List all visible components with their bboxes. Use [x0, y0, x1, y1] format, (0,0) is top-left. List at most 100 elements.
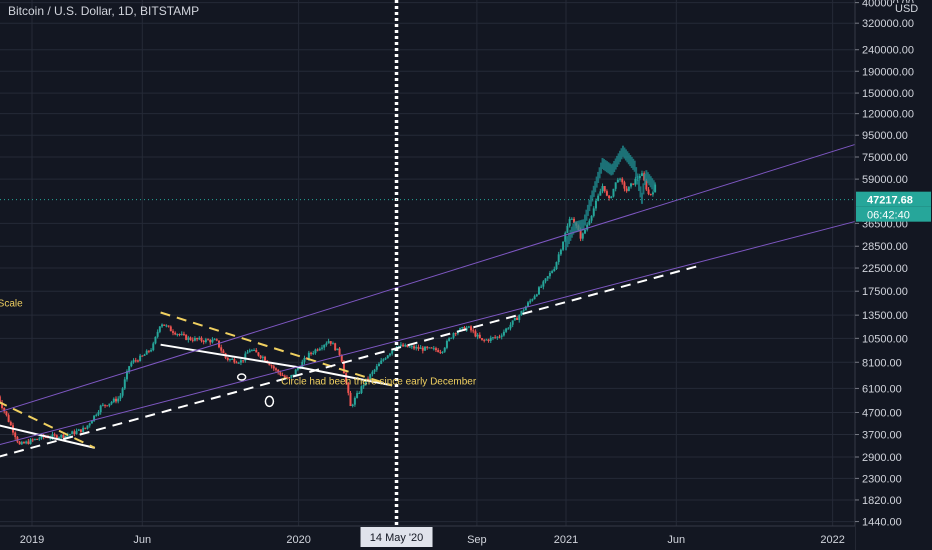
candle-body [283, 375, 286, 378]
projection-candle [619, 150, 622, 162]
projection-candle [604, 160, 607, 172]
candle-body [548, 272, 551, 277]
candle-body [246, 352, 249, 354]
candle-body [448, 338, 451, 341]
projection-candle [578, 220, 581, 232]
candle-body [424, 346, 427, 351]
candle-body [82, 427, 85, 433]
candle-body [211, 339, 214, 343]
trendline-white-solid [160, 343, 393, 387]
currency-label[interactable]: USD [893, 3, 921, 15]
candle-body [147, 350, 150, 352]
candle-body [161, 324, 164, 327]
candle-body [489, 337, 492, 341]
price-tick-label: 10500.00 [862, 333, 908, 345]
projection-candle [635, 167, 638, 179]
price-tick-label: 400000.00 [862, 0, 914, 10]
candle-body [277, 369, 280, 373]
projection-candle [601, 157, 604, 170]
candle-body [165, 325, 168, 327]
candle-body [5, 411, 8, 416]
candle-body [498, 336, 501, 338]
candle-body [64, 435, 67, 439]
projection-candle [638, 179, 641, 192]
candle-body [237, 362, 240, 364]
candle-body [112, 398, 115, 402]
countdown-tag [856, 206, 931, 222]
price-tick-label: 320000.00 [862, 18, 914, 30]
candle-body [327, 341, 330, 344]
candle-body [115, 398, 118, 402]
candle-body [529, 300, 532, 303]
candle-body [614, 182, 617, 189]
candle-body [621, 178, 624, 183]
trendline-yellow-dashed [160, 311, 393, 387]
candle-body [134, 360, 137, 362]
candle-body [603, 186, 606, 192]
price-tick-label: 17500.00 [862, 286, 908, 298]
price-tick-label: 13500.00 [862, 310, 908, 322]
projection-candle [624, 149, 627, 161]
candle-body [630, 183, 633, 187]
projection-candle [569, 229, 572, 241]
candle-body [566, 225, 569, 233]
candle-body [182, 333, 185, 335]
candle-body [638, 175, 641, 179]
time-tick-label: Jun [667, 534, 685, 546]
candle-body [654, 184, 657, 193]
candle-body [235, 362, 238, 364]
candle-body [77, 429, 80, 431]
candle-body [533, 296, 536, 300]
candle-body [132, 360, 135, 363]
projection-candle [586, 204, 589, 216]
candle-body [505, 328, 508, 332]
candle-body [467, 326, 470, 328]
candle-body [128, 366, 131, 372]
candle-body [29, 439, 32, 444]
projection-candle [602, 159, 605, 171]
candle-body [568, 219, 571, 226]
candle-body [513, 317, 516, 321]
candle-body [535, 294, 538, 297]
projection-candle [579, 220, 582, 232]
projection-candle [605, 161, 608, 173]
candle-body [454, 333, 457, 335]
candle-body [228, 359, 231, 361]
price-tick-label: 28500.00 [862, 241, 908, 253]
projection-candle [630, 156, 633, 168]
price-tick-label: 3700.00 [862, 430, 902, 442]
candle-body [3, 408, 6, 412]
candle-body [303, 357, 306, 362]
candle-body [551, 271, 554, 273]
candle-body [336, 348, 339, 351]
candle-body [200, 337, 203, 341]
candle-body [150, 350, 153, 352]
candle-body [649, 193, 652, 195]
candle-body [27, 441, 30, 444]
price-tick-label: 22500.00 [862, 263, 908, 275]
projection-candle [613, 160, 616, 173]
candle-body [292, 374, 295, 376]
candle-body [285, 377, 288, 379]
candle-body [202, 340, 205, 343]
projection-candle [636, 173, 639, 185]
candle-body [222, 350, 225, 354]
projection-candle [600, 162, 603, 174]
candle-body [257, 352, 260, 356]
candle-body [465, 327, 468, 331]
candle-body [242, 360, 245, 362]
candle-body [312, 353, 315, 355]
candle-body [377, 363, 380, 367]
candle-body [616, 179, 619, 183]
current-price-label: 47217.68 [867, 195, 913, 207]
candle-body [261, 356, 264, 358]
price-tick-label: 59000.00 [862, 174, 908, 186]
candle-body [522, 310, 525, 312]
candle-body [627, 186, 630, 192]
candle-body [360, 386, 363, 393]
candle-body [583, 229, 586, 234]
candle-body [95, 414, 98, 416]
price-tick-label: 2300.00 [862, 473, 902, 485]
price-tick-label: 6100.00 [862, 383, 902, 395]
projection-candle [639, 186, 642, 198]
